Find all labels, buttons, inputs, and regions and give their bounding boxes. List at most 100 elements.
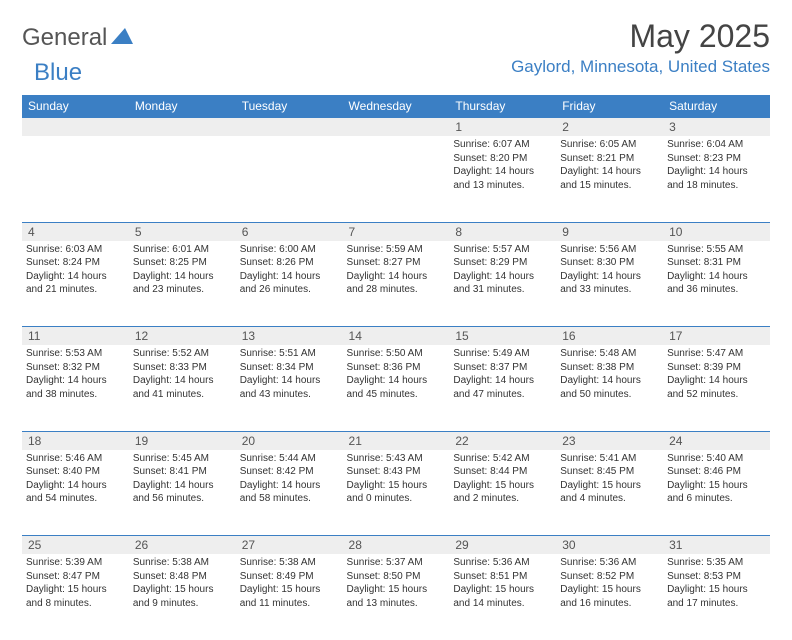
day-cell-text: Sunrise: 5:49 AMSunset: 8:37 PMDaylight:… — [453, 347, 552, 401]
day-number: 23 — [556, 431, 663, 450]
day-cell: Sunrise: 5:38 AMSunset: 8:48 PMDaylight:… — [129, 554, 236, 640]
day-cell-text: Sunrise: 5:46 AMSunset: 8:40 PMDaylight:… — [26, 452, 125, 506]
content-row: Sunrise: 6:03 AMSunset: 8:24 PMDaylight:… — [22, 241, 770, 327]
calendar-header-row: Sunday Monday Tuesday Wednesday Thursday… — [22, 95, 770, 118]
day-cell: Sunrise: 5:38 AMSunset: 8:49 PMDaylight:… — [236, 554, 343, 640]
day-number: 18 — [22, 431, 129, 450]
day-number: 4 — [22, 222, 129, 241]
day-cell-text: Sunrise: 5:53 AMSunset: 8:32 PMDaylight:… — [26, 347, 125, 401]
day-cell-text: Sunrise: 5:38 AMSunset: 8:49 PMDaylight:… — [240, 556, 339, 610]
day-number: 20 — [236, 431, 343, 450]
day-number: 28 — [343, 536, 450, 555]
day-cell-text: Sunrise: 5:52 AMSunset: 8:33 PMDaylight:… — [133, 347, 232, 401]
day-number: 30 — [556, 536, 663, 555]
content-row: Sunrise: 5:46 AMSunset: 8:40 PMDaylight:… — [22, 450, 770, 536]
day-cell: Sunrise: 5:41 AMSunset: 8:45 PMDaylight:… — [556, 450, 663, 536]
day-cell: Sunrise: 5:49 AMSunset: 8:37 PMDaylight:… — [449, 345, 556, 431]
day-cell: Sunrise: 5:51 AMSunset: 8:34 PMDaylight:… — [236, 345, 343, 431]
day-cell-text: Sunrise: 5:57 AMSunset: 8:29 PMDaylight:… — [453, 243, 552, 297]
day-cell: Sunrise: 5:59 AMSunset: 8:27 PMDaylight:… — [343, 241, 450, 327]
calendar-table: Sunday Monday Tuesday Wednesday Thursday… — [22, 95, 770, 640]
daynum-row: 45678910 — [22, 222, 770, 241]
day-cell-text: Sunrise: 6:03 AMSunset: 8:24 PMDaylight:… — [26, 243, 125, 297]
day-number — [129, 118, 236, 137]
day-cell-text: Sunrise: 5:43 AMSunset: 8:43 PMDaylight:… — [347, 452, 446, 506]
day-number — [22, 118, 129, 137]
day-number: 8 — [449, 222, 556, 241]
day-cell: Sunrise: 5:35 AMSunset: 8:53 PMDaylight:… — [663, 554, 770, 640]
day-cell: Sunrise: 6:07 AMSunset: 8:20 PMDaylight:… — [449, 136, 556, 222]
day-cell-text: Sunrise: 5:37 AMSunset: 8:50 PMDaylight:… — [347, 556, 446, 610]
day-cell: Sunrise: 5:47 AMSunset: 8:39 PMDaylight:… — [663, 345, 770, 431]
day-number: 5 — [129, 222, 236, 241]
day-cell: Sunrise: 5:46 AMSunset: 8:40 PMDaylight:… — [22, 450, 129, 536]
day-cell: Sunrise: 5:36 AMSunset: 8:52 PMDaylight:… — [556, 554, 663, 640]
day-cell: Sunrise: 5:43 AMSunset: 8:43 PMDaylight:… — [343, 450, 450, 536]
day-number: 6 — [236, 222, 343, 241]
day-number: 2 — [556, 118, 663, 137]
day-cell: Sunrise: 5:45 AMSunset: 8:41 PMDaylight:… — [129, 450, 236, 536]
day-cell-text: Sunrise: 5:36 AMSunset: 8:51 PMDaylight:… — [453, 556, 552, 610]
day-cell: Sunrise: 5:40 AMSunset: 8:46 PMDaylight:… — [663, 450, 770, 536]
day-cell-text: Sunrise: 6:05 AMSunset: 8:21 PMDaylight:… — [560, 138, 659, 192]
day-cell — [343, 136, 450, 222]
day-number: 17 — [663, 327, 770, 346]
day-cell-text: Sunrise: 5:55 AMSunset: 8:31 PMDaylight:… — [667, 243, 766, 297]
col-monday: Monday — [129, 95, 236, 118]
day-cell: Sunrise: 5:37 AMSunset: 8:50 PMDaylight:… — [343, 554, 450, 640]
day-number: 11 — [22, 327, 129, 346]
day-cell-text: Sunrise: 5:40 AMSunset: 8:46 PMDaylight:… — [667, 452, 766, 506]
logo-text-general: General — [22, 24, 107, 52]
day-cell: Sunrise: 6:01 AMSunset: 8:25 PMDaylight:… — [129, 241, 236, 327]
day-cell: Sunrise: 5:42 AMSunset: 8:44 PMDaylight:… — [449, 450, 556, 536]
content-row: Sunrise: 5:53 AMSunset: 8:32 PMDaylight:… — [22, 345, 770, 431]
day-number: 10 — [663, 222, 770, 241]
day-cell-text: Sunrise: 5:45 AMSunset: 8:41 PMDaylight:… — [133, 452, 232, 506]
day-number — [343, 118, 450, 137]
day-number: 22 — [449, 431, 556, 450]
day-cell-text: Sunrise: 5:47 AMSunset: 8:39 PMDaylight:… — [667, 347, 766, 401]
day-cell: Sunrise: 5:53 AMSunset: 8:32 PMDaylight:… — [22, 345, 129, 431]
col-saturday: Saturday — [663, 95, 770, 118]
day-number: 13 — [236, 327, 343, 346]
day-number: 12 — [129, 327, 236, 346]
day-number: 19 — [129, 431, 236, 450]
day-cell-text: Sunrise: 5:50 AMSunset: 8:36 PMDaylight:… — [347, 347, 446, 401]
day-number: 31 — [663, 536, 770, 555]
day-cell — [236, 136, 343, 222]
content-row: Sunrise: 5:39 AMSunset: 8:47 PMDaylight:… — [22, 554, 770, 640]
day-number: 3 — [663, 118, 770, 137]
day-cell-text: Sunrise: 5:39 AMSunset: 8:47 PMDaylight:… — [26, 556, 125, 610]
logo-triangle-icon — [111, 26, 133, 49]
month-title: May 2025 — [511, 18, 770, 55]
col-tuesday: Tuesday — [236, 95, 343, 118]
day-number: 27 — [236, 536, 343, 555]
day-cell: Sunrise: 6:03 AMSunset: 8:24 PMDaylight:… — [22, 241, 129, 327]
day-cell-text: Sunrise: 5:59 AMSunset: 8:27 PMDaylight:… — [347, 243, 446, 297]
day-cell: Sunrise: 5:52 AMSunset: 8:33 PMDaylight:… — [129, 345, 236, 431]
day-number: 14 — [343, 327, 450, 346]
day-cell-text: Sunrise: 6:00 AMSunset: 8:26 PMDaylight:… — [240, 243, 339, 297]
day-cell-text: Sunrise: 5:56 AMSunset: 8:30 PMDaylight:… — [560, 243, 659, 297]
day-cell: Sunrise: 5:39 AMSunset: 8:47 PMDaylight:… — [22, 554, 129, 640]
day-cell: Sunrise: 5:57 AMSunset: 8:29 PMDaylight:… — [449, 241, 556, 327]
day-number: 7 — [343, 222, 450, 241]
day-cell — [129, 136, 236, 222]
day-cell: Sunrise: 5:55 AMSunset: 8:31 PMDaylight:… — [663, 241, 770, 327]
content-row: Sunrise: 6:07 AMSunset: 8:20 PMDaylight:… — [22, 136, 770, 222]
day-cell-text: Sunrise: 6:07 AMSunset: 8:20 PMDaylight:… — [453, 138, 552, 192]
daynum-row: 25262728293031 — [22, 536, 770, 555]
day-number: 1 — [449, 118, 556, 137]
day-cell-text: Sunrise: 5:41 AMSunset: 8:45 PMDaylight:… — [560, 452, 659, 506]
day-number: 26 — [129, 536, 236, 555]
col-wednesday: Wednesday — [343, 95, 450, 118]
day-cell-text: Sunrise: 5:42 AMSunset: 8:44 PMDaylight:… — [453, 452, 552, 506]
day-cell-text: Sunrise: 6:04 AMSunset: 8:23 PMDaylight:… — [667, 138, 766, 192]
day-cell-text: Sunrise: 5:51 AMSunset: 8:34 PMDaylight:… — [240, 347, 339, 401]
day-cell-text: Sunrise: 5:44 AMSunset: 8:42 PMDaylight:… — [240, 452, 339, 506]
day-cell: Sunrise: 6:04 AMSunset: 8:23 PMDaylight:… — [663, 136, 770, 222]
day-cell-text: Sunrise: 5:48 AMSunset: 8:38 PMDaylight:… — [560, 347, 659, 401]
day-cell: Sunrise: 5:56 AMSunset: 8:30 PMDaylight:… — [556, 241, 663, 327]
day-number: 16 — [556, 327, 663, 346]
day-number — [236, 118, 343, 137]
